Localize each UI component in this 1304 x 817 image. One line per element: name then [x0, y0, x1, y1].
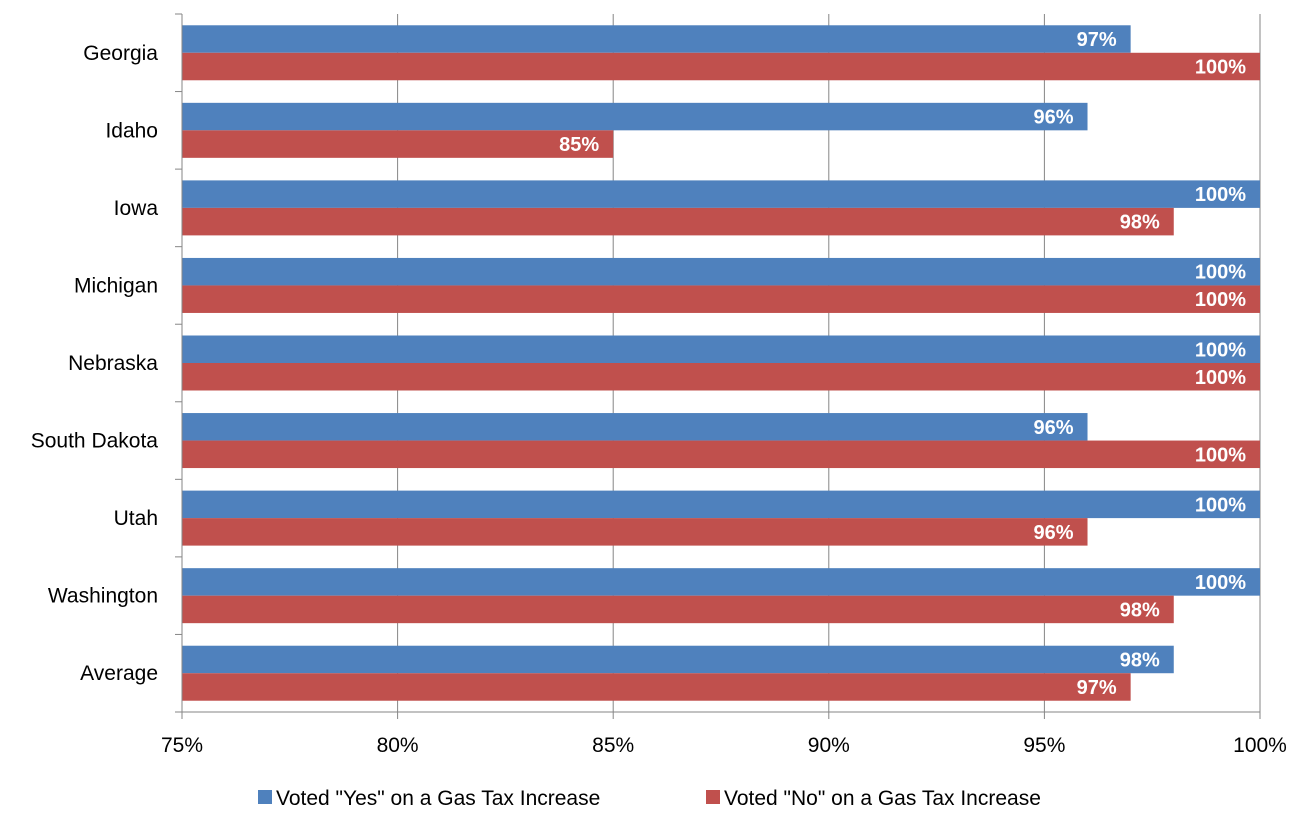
bar-yes — [182, 645, 1174, 674]
bar-yes — [182, 335, 1260, 363]
data-label-yes: 100% — [1195, 572, 1246, 594]
data-label-no: 100% — [1195, 289, 1246, 311]
legend-label: Voted "No" on a Gas Tax Increase — [724, 787, 1041, 810]
x-tick-label: 80% — [377, 734, 419, 757]
bar-yes — [182, 257, 1260, 286]
legend-label: Voted "Yes" on a Gas Tax Increase — [276, 787, 600, 810]
data-label-yes: 98% — [1120, 649, 1160, 671]
data-label-no: 98% — [1120, 599, 1160, 621]
data-label-yes: 100% — [1195, 494, 1246, 516]
x-tick-label: 90% — [808, 734, 850, 757]
bars-group: 97% 100% 96% 85% 100% 98% 100% 100% 100% 100% 96% 1… — [182, 25, 1260, 701]
data-label-yes: 100% — [1195, 339, 1246, 361]
data-label-no: 100% — [1195, 367, 1246, 389]
bar-no — [182, 440, 1260, 469]
axes: 75% 80% 85% 90% 95% 100% Georgia Idaho Iowa Michi… — [31, 13, 1287, 757]
legend-swatch — [706, 790, 720, 804]
data-label-yes: 100% — [1195, 262, 1246, 284]
data-label-no: 100% — [1195, 444, 1246, 466]
data-label-no: 96% — [1033, 522, 1073, 544]
bar-no — [182, 363, 1260, 391]
bar-no — [182, 52, 1260, 81]
x-tick-label: 85% — [592, 734, 634, 757]
data-label-no: 98% — [1120, 212, 1160, 234]
category-label: Michigan — [74, 274, 158, 297]
bar-no — [182, 130, 614, 158]
category-label: Idaho — [105, 119, 158, 142]
data-label-no: 85% — [559, 134, 599, 156]
category-label: Average — [80, 662, 158, 685]
bar-no — [182, 285, 1260, 313]
bar-no — [182, 595, 1174, 624]
legend: Voted "Yes" on a Gas Tax Increase Voted "… — [258, 787, 1041, 810]
data-label-yes: 100% — [1195, 184, 1246, 206]
data-label-no: 100% — [1195, 57, 1246, 79]
category-label: Nebraska — [68, 352, 158, 375]
bar-yes — [182, 102, 1088, 131]
bar-no — [182, 207, 1174, 236]
category-label: Washington — [48, 585, 158, 608]
legend-swatch — [258, 790, 272, 804]
data-label-yes: 96% — [1033, 107, 1073, 129]
bar-yes — [182, 490, 1260, 519]
bar-yes — [182, 413, 1088, 441]
bar-no — [182, 673, 1131, 701]
category-label: Georgia — [83, 42, 158, 65]
x-tick-label: 95% — [1023, 734, 1065, 757]
data-label-yes: 97% — [1077, 29, 1117, 51]
bar-yes — [182, 568, 1260, 596]
data-label-no: 97% — [1077, 677, 1117, 699]
bar-no — [182, 518, 1088, 546]
bar-yes — [182, 180, 1260, 208]
x-tick-label: 75% — [161, 734, 203, 757]
data-label-yes: 96% — [1033, 417, 1073, 439]
category-label: South Dakota — [31, 430, 159, 453]
category-label: Iowa — [114, 197, 159, 220]
category-label: Utah — [114, 507, 158, 530]
x-tick-label: 100% — [1233, 734, 1287, 757]
bar-yes — [182, 25, 1131, 53]
